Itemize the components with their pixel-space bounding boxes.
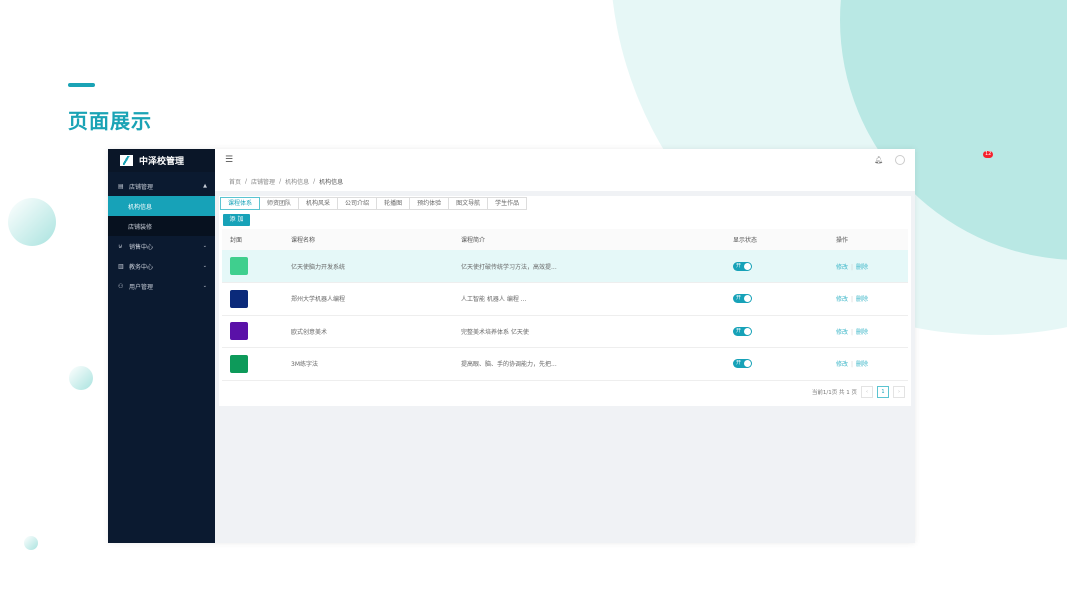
- page-button[interactable]: 1: [877, 386, 889, 398]
- col-header: 操作: [836, 229, 908, 250]
- edit-link[interactable]: 修改: [836, 328, 849, 336]
- content-card: 课程体系 师资团队 机构风采 公司介绍 轮播图 预约体验 图文导航 学生作品 添…: [219, 196, 911, 406]
- col-header: 封面: [222, 229, 291, 250]
- course-cover-image: [230, 257, 248, 275]
- breadcrumb-separator: /: [279, 177, 282, 185]
- sidebar-item-label: 店铺管理: [129, 183, 154, 191]
- sidebar-item-label: 机构信息: [128, 203, 153, 211]
- course-name: 亿天使脑力开发系统: [291, 250, 461, 283]
- sidebar-item-label: 教务中心: [129, 263, 154, 271]
- deco-circle: [69, 366, 93, 390]
- app-name: 中泽校管理: [139, 157, 185, 167]
- sidebar-subitem-org-info[interactable]: 机构信息: [108, 196, 215, 216]
- sidebar-item-label: 销售中心: [129, 243, 154, 251]
- logo: 中泽校管理: [108, 149, 215, 172]
- status-toggle[interactable]: 开: [733, 294, 752, 304]
- tab-company-intro[interactable]: 公司介绍: [337, 197, 378, 210]
- chevron-down-icon: ⌄: [202, 243, 207, 249]
- divider: |: [851, 296, 854, 304]
- tab-booking[interactable]: 预约体验: [409, 197, 450, 210]
- breadcrumb-item[interactable]: 店铺管理: [251, 178, 276, 186]
- tab-carousel[interactable]: 轮播图: [376, 197, 411, 210]
- breadcrumb-separator: /: [245, 177, 248, 185]
- col-header: 课程简介: [461, 229, 733, 250]
- table-row: 亿天使脑力开发系统 亿天使打破传统学习方法，高效提... 开 修改 | 删除: [222, 250, 908, 283]
- breadcrumb-current: 机构信息: [319, 178, 344, 186]
- slide-title: 页面展示: [68, 109, 152, 133]
- course-name: 郑州大学机器人编程: [291, 282, 461, 316]
- store-icon: ▤: [118, 182, 124, 190]
- table-row: 欧式创意美术 完整美术培养体系 亿天使 开 修改 | 删除: [222, 315, 908, 348]
- course-cover-image: [230, 322, 248, 341]
- next-page-button[interactable]: ›: [893, 386, 905, 398]
- breadcrumb-item[interactable]: 机构信息: [285, 178, 310, 186]
- table-row: 3M练字法 提高眼、脑、手的协调能力，先把... 开 修改 | 删除: [222, 347, 908, 381]
- app-window: 中泽校管理 ▤ 店铺管理 ▲ 机构信息 店铺装修 ⊍ 销售中心 ⌄ ▥ 教务中心 ⌄ ⚇ 用户…: [108, 149, 994, 543]
- sidebar-subitem-store-decor[interactable]: 店铺装修: [108, 216, 215, 236]
- chevron-down-icon: ⌄: [202, 263, 207, 269]
- top-bar: ☰ 🔔︎ 12: [215, 149, 994, 171]
- course-name: 3M练字法: [291, 347, 461, 381]
- tab-bar: 课程体系 师资团队 机构风采 公司介绍 轮播图 预约体验 图文导航 学生作品: [220, 197, 911, 210]
- status-toggle[interactable]: 开: [733, 359, 752, 369]
- sidebar-item-academic[interactable]: ▥ 教务中心 ⌄: [108, 256, 215, 276]
- edit-link[interactable]: 修改: [836, 263, 849, 271]
- notification-badge: 12: [983, 151, 994, 158]
- status-toggle[interactable]: 开: [733, 261, 752, 271]
- breadcrumb: 首页 / 店铺管理 / 机构信息 / 机构信息: [215, 171, 915, 191]
- chevron-up-icon: ▲: [203, 183, 207, 189]
- deco-circle: [24, 536, 38, 550]
- deco-circle: [8, 198, 56, 246]
- delete-link[interactable]: 删除: [856, 361, 869, 369]
- delete-link[interactable]: 删除: [856, 263, 869, 271]
- breadcrumb-home[interactable]: 首页: [229, 178, 242, 186]
- sidebar-item-store[interactable]: ▤ 店铺管理 ▲: [108, 176, 215, 196]
- delete-link[interactable]: 删除: [856, 296, 869, 304]
- cart-icon: ⊍: [118, 242, 123, 250]
- pagination: 当前1/1页 共 1 页 ‹ 1 ›: [812, 386, 905, 398]
- course-name: 欧式创意美术: [291, 315, 461, 348]
- tab-style[interactable]: 机构风采: [298, 197, 339, 210]
- tab-student-works[interactable]: 学生作品: [487, 197, 528, 210]
- col-header: 显示状态: [733, 229, 836, 250]
- logo-icon: [120, 155, 133, 166]
- tab-nav[interactable]: 图文导航: [448, 197, 489, 210]
- title-accent-bar: [68, 83, 95, 87]
- book-icon: ▥: [118, 262, 124, 270]
- course-intro: 亿天使打破传统学习方法，高效提...: [461, 250, 733, 283]
- sidebar-item-label: 店铺装修: [128, 223, 153, 231]
- course-intro: 提高眼、脑、手的协调能力，先把...: [461, 347, 733, 381]
- course-cover-image: [230, 289, 248, 308]
- bg-circle-dark: [840, 0, 1067, 260]
- course-intro: 人工智能 机器人 编程 ...: [461, 282, 733, 316]
- sidebar-item-users[interactable]: ⚇ 用户管理 ⌄: [108, 276, 215, 296]
- bell-icon[interactable]: 🔔︎: [874, 156, 883, 164]
- menu-toggle-icon[interactable]: ☰: [225, 155, 234, 165]
- divider: |: [851, 361, 854, 369]
- sidebar-item-label: 用户管理: [129, 283, 154, 291]
- sidebar-item-sales[interactable]: ⊍ 销售中心 ⌄: [108, 236, 215, 256]
- chevron-down-icon: ⌄: [202, 283, 207, 289]
- course-intro: 完整美术培养体系 亿天使: [461, 315, 733, 348]
- prev-page-button[interactable]: ‹: [861, 386, 873, 398]
- edit-link[interactable]: 修改: [836, 296, 849, 304]
- sidebar: 中泽校管理 ▤ 店铺管理 ▲ 机构信息 店铺装修 ⊍ 销售中心 ⌄ ▥ 教务中心 ⌄ ⚇ 用户…: [108, 149, 215, 543]
- pagination-summary: 当前1/1页 共 1 页: [811, 390, 857, 396]
- divider: |: [851, 263, 854, 271]
- status-toggle[interactable]: 开: [733, 326, 752, 336]
- col-header: 课程名称: [291, 229, 461, 250]
- add-button[interactable]: 添 加: [223, 214, 250, 226]
- course-table: 封面 课程名称 课程简介 显示状态 操作 亿天使脑力开发系统 亿天使打破传统学习…: [222, 229, 908, 381]
- tab-teachers[interactable]: 师资团队: [259, 197, 300, 210]
- course-cover-image: [230, 354, 248, 373]
- delete-link[interactable]: 删除: [856, 328, 869, 336]
- breadcrumb-separator: /: [313, 177, 316, 185]
- edit-link[interactable]: 修改: [836, 361, 849, 369]
- avatar[interactable]: [895, 155, 905, 165]
- table-row: 郑州大学机器人编程 人工智能 机器人 编程 ... 开 修改 | 删除: [222, 282, 908, 316]
- tab-course-system[interactable]: 课程体系: [220, 197, 261, 210]
- divider: |: [851, 328, 854, 336]
- user-icon: ⚇: [118, 282, 124, 290]
